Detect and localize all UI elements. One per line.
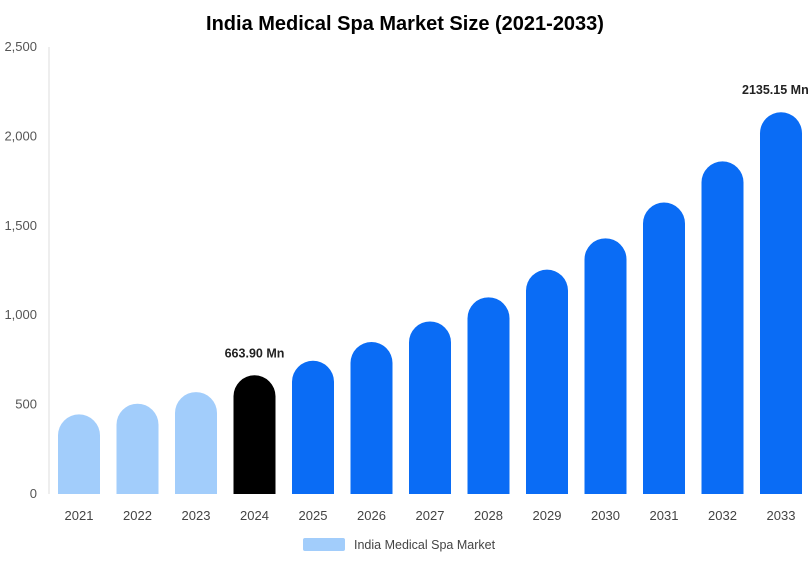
x-tick-label-2026: 2026	[357, 508, 386, 523]
x-tick-label-2025: 2025	[299, 508, 328, 523]
x-axis: 2021 2022 2023 2024 2025 2026 2027 2028 2029 2030…	[65, 508, 796, 523]
x-tick-label-2027: 2027	[416, 508, 445, 523]
bar-2025	[292, 360, 334, 494]
bar-2026	[350, 342, 393, 494]
x-tick-label-2024: 2024	[240, 508, 269, 523]
legend-swatch	[303, 538, 345, 551]
x-tick-label-2028: 2028	[474, 508, 503, 523]
data-labels-group: 663.90 Mn 2135.15 Mn	[225, 83, 809, 360]
x-tick-label-2032: 2032	[708, 508, 737, 523]
bar-2031	[643, 202, 685, 494]
y-axis: 0 500 1,000 1,500 2,000 2,500	[4, 39, 37, 501]
bar-2024	[233, 375, 276, 494]
data-label-2033: 2135.15 Mn	[742, 83, 809, 97]
legend-label: India Medical Spa Market	[354, 538, 496, 552]
y-tick-label-1: 500	[15, 397, 37, 412]
x-tick-label-2030: 2030	[591, 508, 620, 523]
x-tick-label-2021: 2021	[65, 508, 94, 523]
bars-group	[58, 112, 802, 495]
y-tick-label-4: 2,000	[4, 128, 37, 143]
x-tick-label-2022: 2022	[123, 508, 152, 523]
bar-2033	[760, 112, 802, 495]
bar-2021	[58, 414, 100, 494]
y-tick-label-3: 1,500	[4, 218, 37, 233]
bar-2023	[175, 392, 217, 494]
y-tick-label-2: 1,000	[4, 307, 37, 322]
bar-2032	[701, 161, 744, 494]
x-tick-label-2029: 2029	[533, 508, 562, 523]
bar-2029	[526, 269, 568, 494]
x-tick-label-2033: 2033	[767, 508, 796, 523]
bar-2030	[584, 238, 627, 494]
x-tick-label-2031: 2031	[650, 508, 679, 523]
y-tick-label-0: 0	[30, 486, 37, 501]
legend[interactable]: India Medical Spa Market	[303, 538, 496, 552]
bar-2022	[116, 403, 159, 494]
bar-2027	[409, 321, 451, 494]
chart-title: India Medical Spa Market Size (2021-2033…	[206, 13, 604, 35]
x-tick-label-2023: 2023	[182, 508, 211, 523]
data-label-2024: 663.90 Mn	[225, 346, 285, 360]
y-tick-label-5: 2,500	[4, 39, 37, 54]
bar-2028	[467, 297, 510, 494]
